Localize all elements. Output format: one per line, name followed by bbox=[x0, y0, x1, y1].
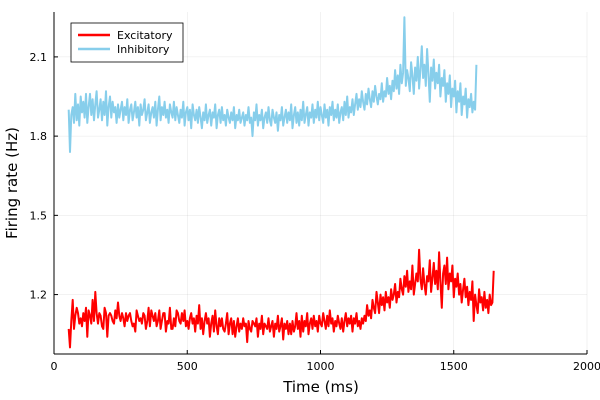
legend-box bbox=[70, 22, 184, 63]
x-tick-label: 500 bbox=[177, 360, 198, 373]
legend-label-inhibitory: Inhibitory bbox=[117, 43, 170, 56]
axes bbox=[53, 12, 588, 355]
grid bbox=[53, 12, 588, 354]
tick-labels: 0 500 1000 1500 2000 1.2 1.5 1.8 2.1 bbox=[30, 51, 600, 373]
y-tick-label: 1.8 bbox=[30, 130, 48, 143]
legend-label-excitatory: Excitatory bbox=[117, 29, 173, 42]
y-tick-label: 2.1 bbox=[30, 51, 48, 64]
x-tick-label: 1000 bbox=[307, 360, 335, 373]
x-tick-label: 1500 bbox=[440, 360, 468, 373]
series-group bbox=[67, 16, 495, 349]
x-tick-label: 0 bbox=[51, 360, 58, 373]
x-axis-label: Time (ms) bbox=[282, 378, 359, 396]
y-tick-label: 1.2 bbox=[30, 289, 48, 302]
series-line-inhibitory bbox=[67, 16, 478, 153]
y-axis-label: Firing rate (Hz) bbox=[3, 127, 21, 239]
x-tick-label: 2000 bbox=[573, 360, 600, 373]
series-line-excitatory bbox=[67, 248, 495, 349]
y-tick-label: 1.5 bbox=[30, 209, 48, 222]
